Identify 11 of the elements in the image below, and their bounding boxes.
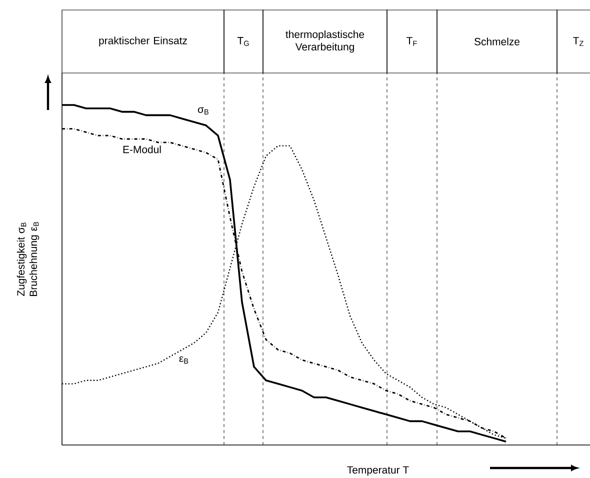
text: T$_{G}$ [237,37,249,46]
text: praktischer Einsatz [99,36,187,46]
series-label: ε$_{B}$ [179,356,188,364]
text: thermoplastische Verarbeitung [286,30,364,53]
y-axis-title: Zugfestigkeit σ$_{B}$ Bruchehnung ε$_{B}$ [16,222,40,296]
text: T$_{F}$ [406,37,417,46]
text: Schmelze [474,38,520,46]
text: T$_{Z}$ [573,37,584,46]
series-label: σ$_{B}$ [198,107,208,114]
x-axis-title: Temperatur T [347,466,409,476]
series-label: E-Modul [123,146,161,154]
